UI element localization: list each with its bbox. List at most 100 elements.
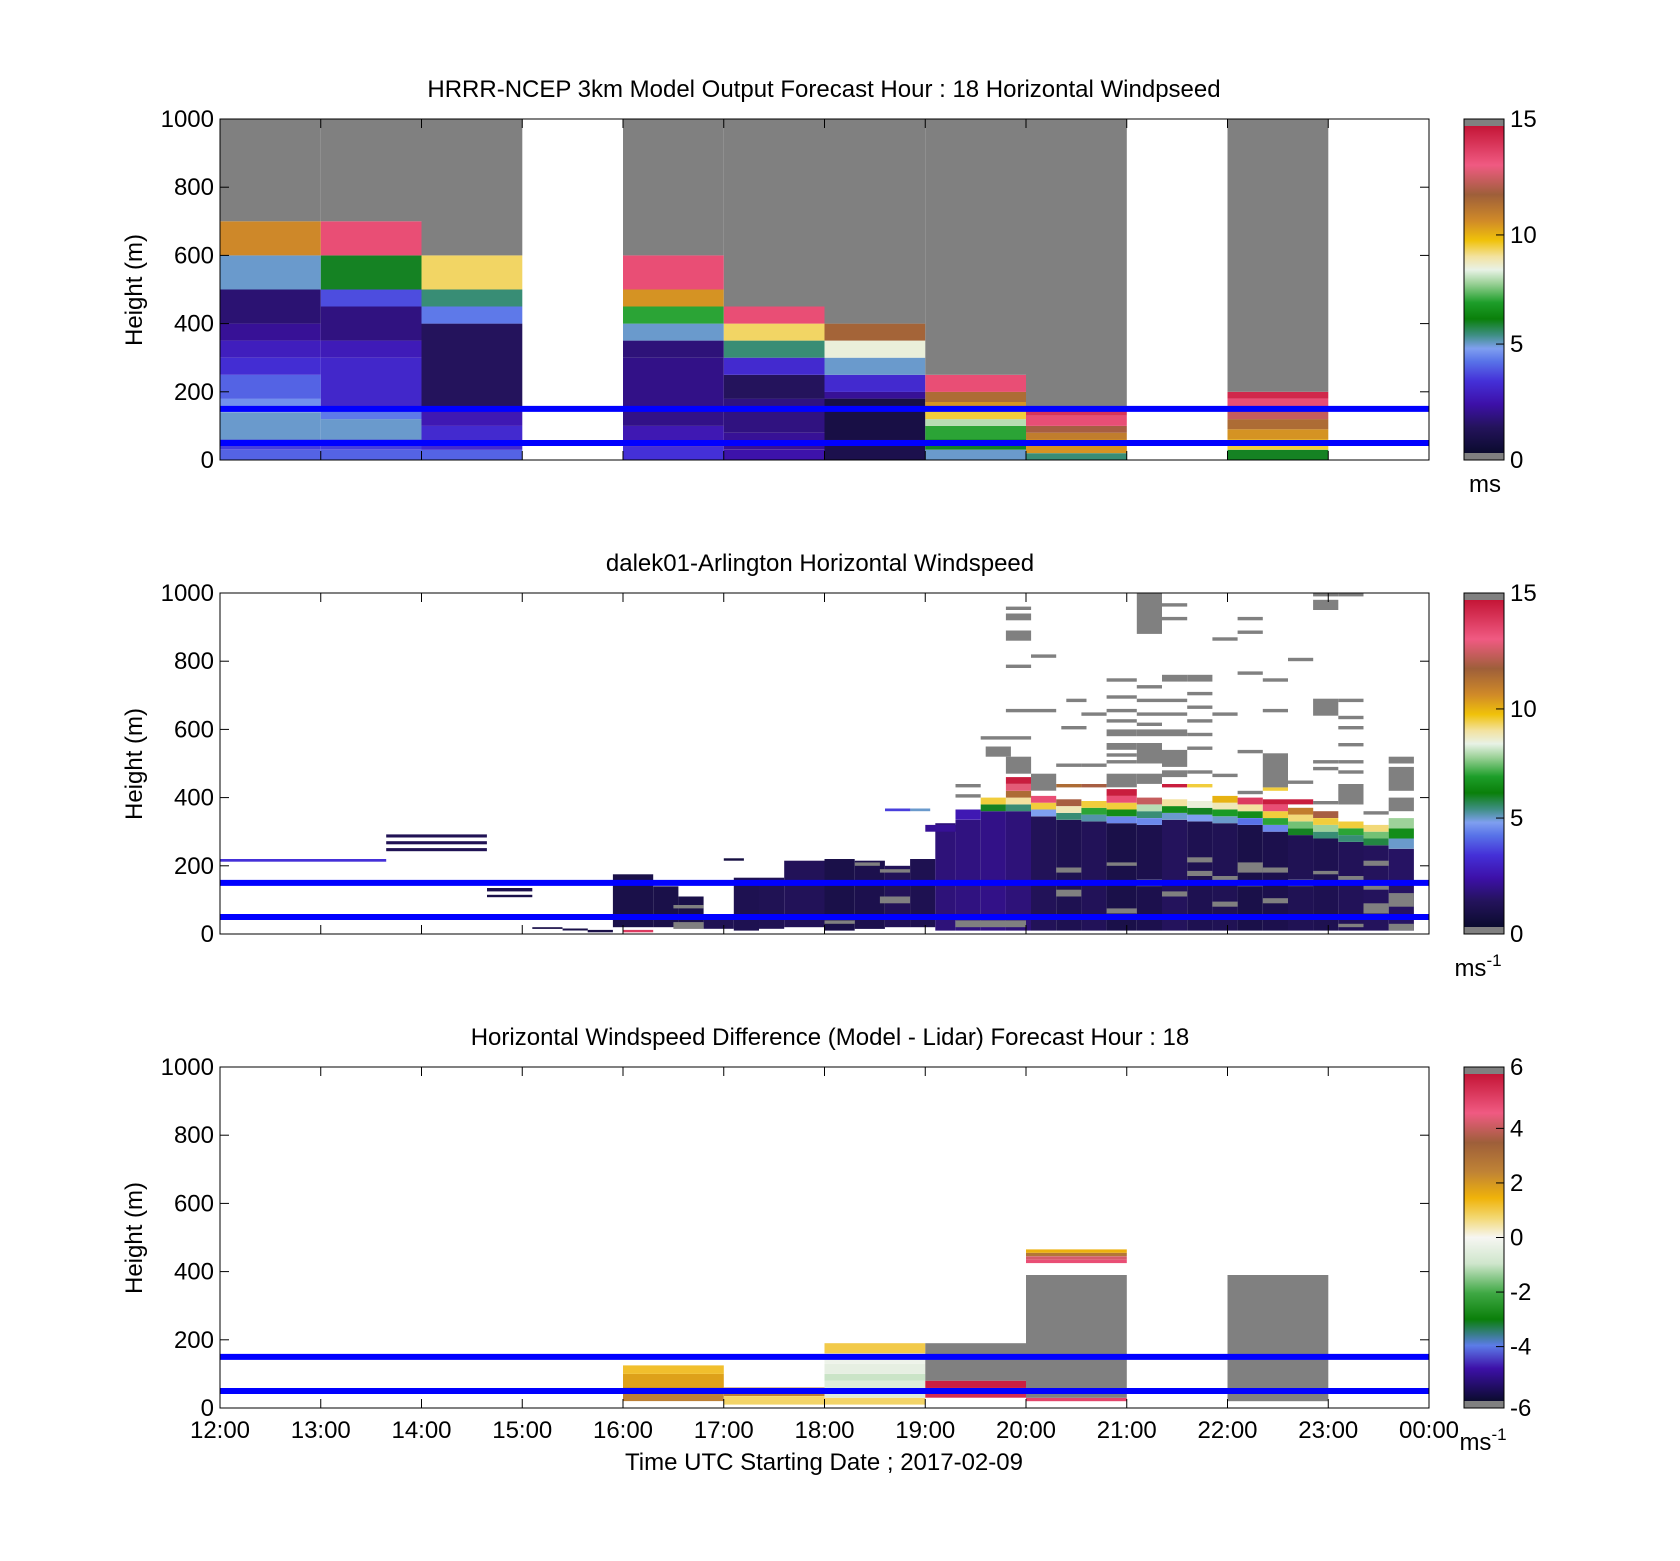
heatmap-cell: [723, 357, 825, 375]
heatmap-cell: [1388, 797, 1414, 812]
panel-model-colorbar: 0 5 10 15 ms: [1463, 106, 1537, 498]
heatmap-cell: [1338, 821, 1364, 829]
heatmap-cell: [623, 1373, 724, 1388]
heatmap-cell: [1338, 784, 1364, 805]
panel-model-reference-lines: [220, 405, 1429, 446]
heatmap-cell: [1288, 780, 1314, 784]
colorbar-tick-label: 6: [1510, 1054, 1523, 1081]
heatmap-cell: [1056, 799, 1082, 807]
heatmap-cell: [320, 255, 422, 290]
panel-model-colorbar-unit: ms: [1469, 471, 1501, 498]
heatmap-cell: [1313, 811, 1339, 818]
heatmap-cell: [925, 1380, 1027, 1388]
heatmap-cell: [1227, 119, 1329, 392]
heatmap-cell: [421, 449, 523, 460]
heatmap-cell: [1262, 804, 1288, 812]
heatmap-cell: [925, 374, 1027, 392]
y-tick-label: 1000: [161, 1054, 214, 1081]
heatmap-cell: [723, 340, 825, 358]
heatmap-cell: [1212, 773, 1238, 778]
heatmap-cell: [562, 928, 588, 931]
heatmap-cell: [1338, 876, 1364, 883]
heatmap-cell: [421, 306, 523, 324]
heatmap-cell: [1005, 708, 1032, 713]
heatmap-cell: [1162, 799, 1188, 807]
panel-lidar-heatmap: [220, 593, 1414, 933]
heatmap-cell: [1081, 763, 1107, 767]
heatmap-cell: [220, 323, 321, 341]
heatmap-cell: [1031, 773, 1057, 791]
heatmap-cell: [925, 1343, 1027, 1381]
heatmap-cell: [623, 306, 724, 324]
heatmap-cell: [1313, 698, 1339, 716]
heatmap-cell: [1106, 753, 1137, 757]
heatmap-cell: [1237, 790, 1263, 795]
heatmap-cell: [1227, 391, 1329, 399]
heatmap-cell: [1313, 824, 1339, 832]
heatmap-cell: [879, 896, 911, 904]
heatmap-cell: [824, 340, 926, 358]
heatmap-cell: [1262, 787, 1288, 791]
heatmap-cell: [925, 425, 1027, 440]
heatmap-cell: [1162, 674, 1188, 682]
x-tick-label: 19:00: [895, 1417, 955, 1444]
heatmap-cell: [1338, 726, 1364, 730]
heatmap-cell: [1106, 708, 1137, 713]
colorbar-tick-label: 0: [1510, 921, 1523, 948]
heatmap-cell: [623, 357, 724, 426]
heatmap-cell: [1056, 889, 1082, 897]
heatmap-cell: [1313, 599, 1339, 610]
heatmap-cell: [955, 809, 981, 820]
heatmap-cell: [1005, 790, 1032, 798]
heatmap-cell: [1106, 743, 1137, 750]
heatmap-cell: [487, 894, 533, 898]
heatmap-cell: [935, 823, 956, 931]
heatmap-cell: [1005, 606, 1032, 610]
heatmap-cell: [623, 446, 724, 460]
heatmap-cell: [1005, 664, 1032, 668]
heatmap-cell: [487, 888, 533, 892]
panel-model-colorbar-bar: [1463, 118, 1505, 461]
heatmap-cell: [1162, 806, 1188, 813]
heatmap-cell: [1363, 811, 1389, 815]
heatmap-cell: [220, 255, 321, 290]
heatmap-cell: [733, 877, 759, 931]
heatmap-cell: [879, 869, 911, 873]
y-tick-label: 600: [174, 1190, 214, 1217]
heatmap-cell: [1338, 835, 1364, 842]
heatmap-cell: [1005, 784, 1032, 791]
panel-model-x-tickmarks: [219, 119, 1430, 460]
heatmap-cell: [1026, 415, 1127, 426]
heatmap-cell: [320, 340, 422, 358]
heatmap-cell: [386, 848, 487, 852]
colorbar-tick-label: 15: [1510, 580, 1537, 607]
heatmap-cell: [1262, 708, 1288, 713]
panel-difference-x-ticks: 12:00 13:00 14:00 15:00 16:00 17:00 18:00 19:00…: [190, 1067, 1459, 1444]
y-tick-label: 400: [174, 311, 214, 338]
heatmap-cell: [925, 391, 1027, 402]
y-tick-label: 400: [174, 785, 214, 812]
x-tick-label: 16:00: [593, 1417, 653, 1444]
heatmap-cell: [1187, 719, 1213, 723]
y-tick-label: 200: [174, 853, 214, 880]
heatmap-cell: [623, 289, 724, 307]
heatmap-cell: [1106, 678, 1137, 682]
heatmap-cell: [824, 357, 926, 375]
heatmap-cell: [1106, 760, 1137, 764]
panel-model-y-ticks: 0 200 400 600 800 1000: [161, 106, 1429, 474]
heatmap-cell: [1081, 712, 1107, 716]
y-tick-label: 0: [201, 1395, 214, 1422]
heatmap-cell: [1262, 811, 1288, 818]
heatmap-cell: [1056, 806, 1082, 813]
heatmap-cell: [220, 449, 321, 460]
x-tick-label: 18:00: [794, 1417, 854, 1444]
heatmap-cell: [1388, 893, 1414, 907]
heatmap-cell: [1066, 698, 1087, 703]
colorbar-tick-label: 15: [1510, 106, 1537, 133]
heatmap-cell: [1136, 773, 1162, 784]
heatmap-cell: [1388, 756, 1414, 764]
heatmap-cell: [1005, 613, 1032, 621]
y-tick-label: 600: [174, 716, 214, 743]
heatmap-cell: [1363, 838, 1389, 846]
